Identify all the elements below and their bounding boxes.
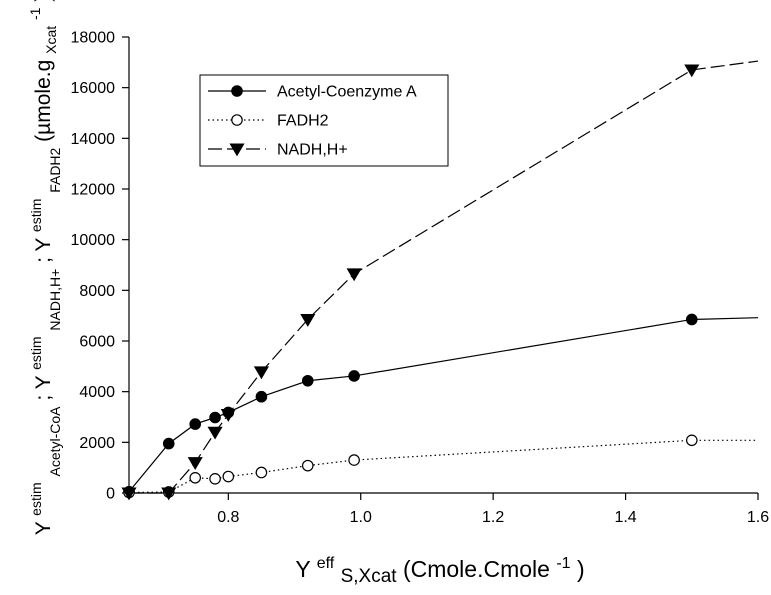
- y-tick-label: 10000: [71, 232, 116, 249]
- series-1-point: [348, 454, 360, 466]
- series-2-point: [346, 268, 362, 282]
- y-tick-label: 16000: [71, 80, 116, 97]
- x-label-sub: S,Xcat: [341, 566, 398, 587]
- y-tick-label: 2000: [79, 435, 115, 452]
- y-label-unit-sub: Xcat: [43, 26, 59, 54]
- y-tick-label: 12000: [71, 182, 116, 199]
- series-markers: [121, 64, 700, 501]
- series-1-point: [301, 459, 314, 472]
- series-1-point: [209, 473, 221, 485]
- y-label-t2-sub: NADH,H+: [47, 269, 63, 331]
- x-label-sup: eff: [317, 555, 335, 572]
- y-tick-label: 14000: [71, 131, 116, 148]
- series-2-point: [220, 408, 236, 422]
- y-label-t3-sub: FADH2: [47, 147, 63, 192]
- x-label-unit: (Cmole.Cmole: [403, 556, 550, 582]
- y-label-t1-sub: Acetyl-CoA: [47, 406, 63, 477]
- series-lines: [128, 60, 759, 494]
- legend-marker-1: [231, 114, 243, 126]
- y-axis-label: Y estim Acetyl-CoA ; Y estim NADH,H+ ; Y…: [22, 0, 65, 535]
- series-2-point: [300, 313, 316, 327]
- series-line-0: [128, 317, 759, 493]
- y-label-t1-sup: estim: [28, 482, 44, 515]
- series-1-point: [255, 466, 268, 479]
- series-2-point: [253, 366, 269, 380]
- series-2-point: [121, 487, 137, 501]
- series-0-point: [255, 390, 268, 403]
- x-tick-label: 1.4: [614, 509, 636, 526]
- y-label-close: ): [32, 0, 55, 2]
- y-label-t2-sup: estim: [28, 336, 44, 369]
- legend-marker-2: [229, 143, 245, 157]
- x-tick-label: 1.0: [350, 509, 372, 526]
- series-1-point: [222, 470, 235, 483]
- series-0-point: [189, 418, 202, 430]
- legend: Acetyl-Coenzyme A FADH2 NADH,H+: [199, 74, 449, 167]
- y-label-sep1: ;: [32, 389, 55, 400]
- y-tick-label: 18000: [71, 30, 116, 47]
- x-label-close: ): [577, 556, 585, 582]
- series-2-point: [684, 64, 700, 78]
- y-label-unit-sup: -1: [27, 7, 43, 20]
- series-0-point: [348, 370, 360, 382]
- series-0-point: [162, 437, 175, 450]
- x-tick-label: 0.8: [217, 509, 239, 526]
- x-label-main: Y: [295, 556, 310, 582]
- y-tick-label: 0: [106, 486, 115, 503]
- series-2-point: [207, 426, 223, 440]
- series-0-point: [685, 313, 698, 326]
- y-label-unit: (µmole.g: [32, 60, 55, 142]
- series-2-point: [161, 487, 177, 501]
- series-2-point: [187, 457, 203, 470]
- series-1-point: [189, 471, 202, 484]
- y-label-t2: Y: [32, 375, 55, 389]
- series-line-2: [129, 60, 759, 494]
- x-axis-ticks: 0.8 1.0 1.2 1.4 1.6: [217, 493, 769, 526]
- series-1-point: [685, 434, 698, 447]
- series-line-1: [128, 439, 758, 494]
- series-0-point: [209, 411, 221, 424]
- x-axis-label: Y eff S,Xcat (Cmole.Cmole -1 ): [295, 547, 584, 587]
- y-tick-label: 4000: [79, 384, 115, 401]
- x-tick-label: 1.6: [747, 509, 769, 526]
- legend-marker-0: [231, 85, 243, 97]
- y-label-t3: Y: [32, 238, 55, 252]
- x-tick-label: 1.2: [482, 509, 504, 526]
- x-label-unit-sup: -1: [556, 555, 570, 572]
- legend-label-2: NADH,H+: [277, 142, 348, 159]
- y-label-sep2: ;: [32, 252, 55, 263]
- y-tick-label: 6000: [79, 334, 115, 351]
- y-tick-label: 8000: [79, 283, 115, 300]
- legend-label-0: Acetyl-Coenzyme A: [277, 84, 417, 101]
- y-label-t3-sup: estim: [28, 199, 44, 232]
- legend-label-1: FADH2: [277, 113, 329, 130]
- y-label-t1: Y: [32, 521, 55, 535]
- series-0-point: [301, 374, 314, 387]
- y-axis-ticks: 0 2000 4000 6000 8000 10000 12000 14000 16000 180…: [71, 30, 129, 503]
